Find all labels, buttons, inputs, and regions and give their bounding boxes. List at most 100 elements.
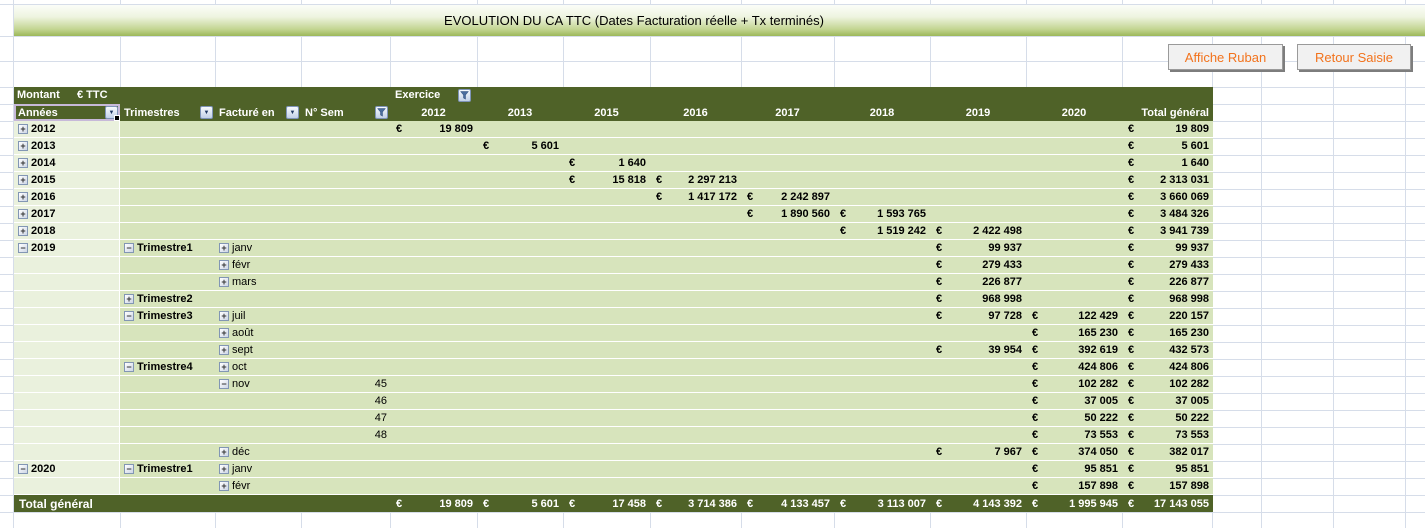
annee-cell[interactable] [14, 393, 120, 410]
sem-cell[interactable] [301, 189, 390, 206]
sem-cell[interactable]: 45 [301, 376, 390, 393]
row-total-cell[interactable]: €220 157 [1122, 308, 1213, 325]
annee-cell[interactable]: +2017 [14, 206, 120, 223]
value-cell[interactable] [477, 172, 563, 189]
value-cell[interactable] [563, 325, 650, 342]
grand-total-value-cell[interactable]: €4 133 457 [741, 495, 834, 512]
value-cell[interactable]: €165 230 [1026, 325, 1122, 342]
value-cell[interactable] [930, 121, 1026, 138]
value-cell[interactable]: €2 297 213 [650, 172, 741, 189]
value-cell[interactable]: €39 954 [930, 342, 1026, 359]
value-cell[interactable] [650, 410, 741, 427]
value-cell[interactable]: €5 601 [477, 138, 563, 155]
nsem-field-header[interactable]: N° Sem [301, 104, 390, 121]
trimestre-cell[interactable] [120, 427, 215, 444]
sem-cell[interactable] [301, 461, 390, 478]
value-cell[interactable] [650, 155, 741, 172]
row-total-cell[interactable]: €3 484 326 [1122, 206, 1213, 223]
value-cell[interactable] [741, 172, 834, 189]
value-cell[interactable] [930, 155, 1026, 172]
value-cell[interactable]: €73 553 [1026, 427, 1122, 444]
value-cell[interactable] [390, 461, 477, 478]
value-cell[interactable] [834, 240, 930, 257]
value-cell[interactable] [930, 410, 1026, 427]
value-cell[interactable]: €37 005 [1026, 393, 1122, 410]
row-total-cell[interactable]: €99 937 [1122, 240, 1213, 257]
value-cell[interactable]: €968 998 [930, 291, 1026, 308]
mois-cell[interactable]: − nov [215, 376, 301, 393]
value-cell[interactable] [390, 291, 477, 308]
value-cell[interactable] [563, 342, 650, 359]
expand-toggle[interactable]: + [219, 362, 229, 372]
sem-cell[interactable] [301, 444, 390, 461]
value-cell[interactable]: €1 593 765 [834, 206, 930, 223]
value-cell[interactable] [563, 444, 650, 461]
value-cell[interactable] [834, 325, 930, 342]
annee-cell[interactable] [14, 342, 120, 359]
sem-cell[interactable] [301, 172, 390, 189]
value-cell[interactable] [650, 291, 741, 308]
trimestre-cell[interactable] [120, 393, 215, 410]
trimestre-cell[interactable]: − Trimestre4 [120, 359, 215, 376]
row-total-cell[interactable]: €3 660 069 [1122, 189, 1213, 206]
value-cell[interactable] [650, 274, 741, 291]
grand-total-value-cell[interactable]: €5 601 [477, 495, 563, 512]
value-cell[interactable] [930, 206, 1026, 223]
annee-cell[interactable]: +2013 [14, 138, 120, 155]
mois-cell[interactable]: + sept [215, 342, 301, 359]
value-cell[interactable] [477, 359, 563, 376]
value-cell[interactable] [390, 138, 477, 155]
sem-cell[interactable] [301, 206, 390, 223]
value-cell[interactable] [834, 155, 930, 172]
value-cell[interactable] [390, 410, 477, 427]
mois-cell[interactable] [215, 121, 301, 138]
year-column-header[interactable]: 2016 [683, 106, 708, 119]
trimestre-cell[interactable] [120, 376, 215, 393]
value-cell[interactable] [741, 291, 834, 308]
sem-cell[interactable] [301, 155, 390, 172]
value-cell[interactable] [390, 240, 477, 257]
value-cell[interactable] [477, 189, 563, 206]
expand-toggle[interactable]: + [18, 175, 28, 185]
value-cell[interactable]: €2 422 498 [930, 223, 1026, 240]
value-cell[interactable] [477, 376, 563, 393]
mois-cell[interactable] [215, 206, 301, 223]
value-cell[interactable]: €99 937 [930, 240, 1026, 257]
value-cell[interactable] [1026, 223, 1122, 240]
value-cell[interactable] [477, 427, 563, 444]
value-cell[interactable] [834, 376, 930, 393]
value-cell[interactable] [834, 393, 930, 410]
sem-cell[interactable] [301, 359, 390, 376]
value-cell[interactable]: €392 619 [1026, 342, 1122, 359]
trimestre-cell[interactable] [120, 444, 215, 461]
value-cell[interactable] [563, 461, 650, 478]
value-cell[interactable] [390, 172, 477, 189]
value-cell[interactable] [930, 478, 1026, 495]
sem-cell[interactable]: 47 [301, 410, 390, 427]
value-cell[interactable] [650, 308, 741, 325]
value-cell[interactable] [390, 444, 477, 461]
value-cell[interactable] [741, 444, 834, 461]
mois-cell[interactable] [215, 189, 301, 206]
value-cell[interactable]: €97 728 [930, 308, 1026, 325]
row-total-cell[interactable]: €5 601 [1122, 138, 1213, 155]
sem-cell[interactable] [301, 223, 390, 240]
value-cell[interactable] [834, 291, 930, 308]
value-cell[interactable] [741, 393, 834, 410]
mois-cell[interactable] [215, 393, 301, 410]
annee-cell[interactable] [14, 478, 120, 495]
value-cell[interactable] [834, 444, 930, 461]
value-cell[interactable] [650, 427, 741, 444]
grand-total-label[interactable]: Total général [14, 495, 390, 512]
annees-dropdown-button[interactable]: ▼ [105, 106, 118, 119]
facture-en-field-header[interactable]: Facturé en ▼ [215, 104, 301, 121]
value-cell[interactable] [390, 257, 477, 274]
value-cell[interactable] [1026, 121, 1122, 138]
value-cell[interactable]: €279 433 [930, 257, 1026, 274]
value-cell[interactable] [650, 461, 741, 478]
trimestre-cell[interactable] [120, 274, 215, 291]
mois-cell[interactable] [215, 138, 301, 155]
value-cell[interactable] [650, 342, 741, 359]
sem-cell[interactable] [301, 121, 390, 138]
row-total-cell[interactable]: €165 230 [1122, 325, 1213, 342]
